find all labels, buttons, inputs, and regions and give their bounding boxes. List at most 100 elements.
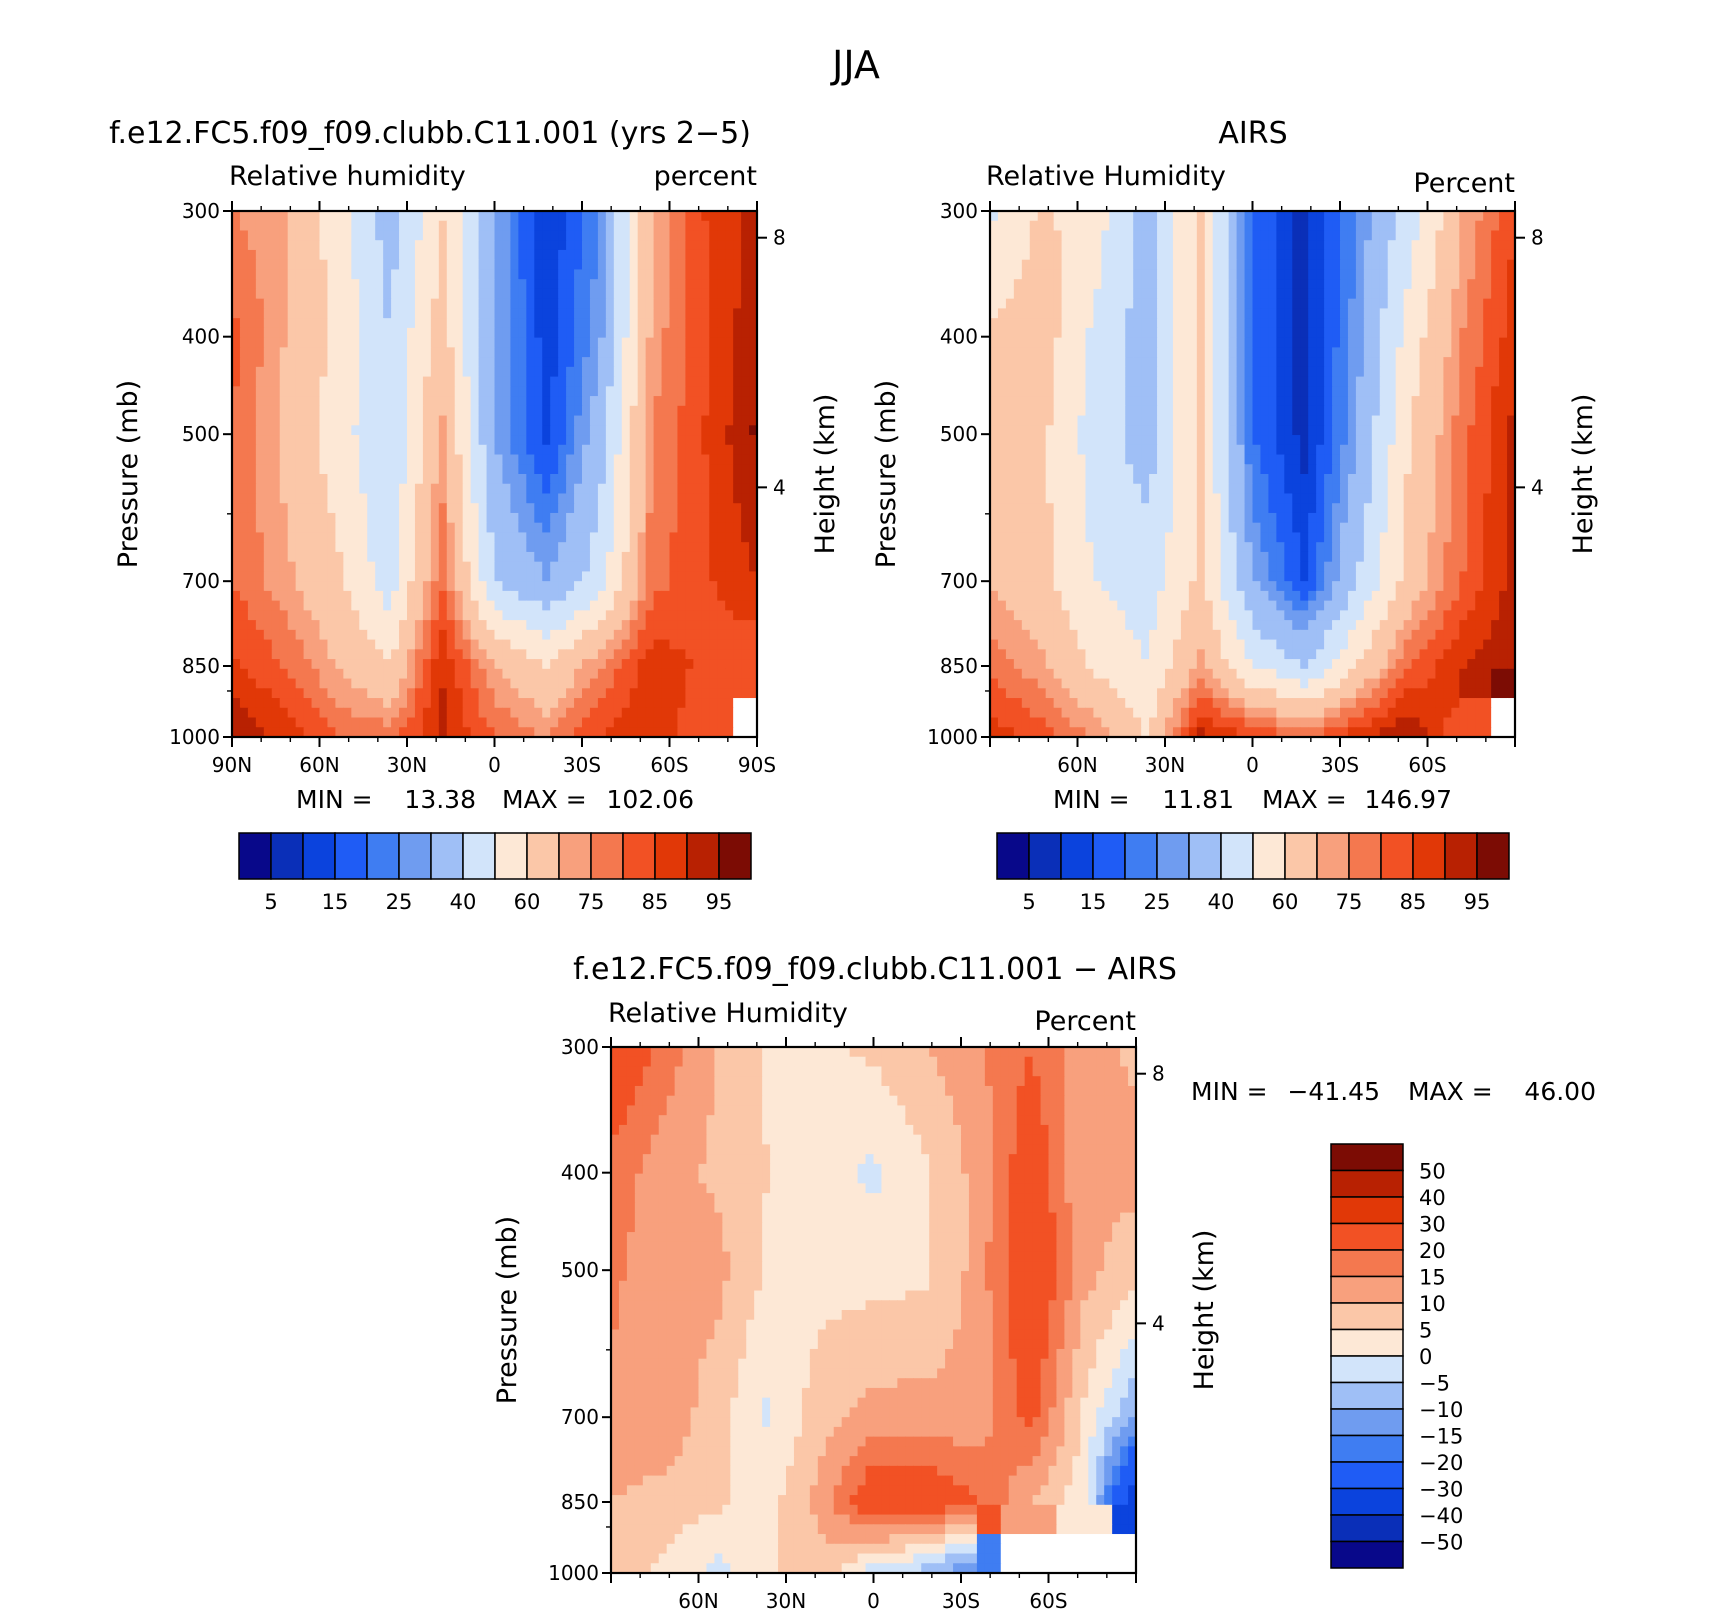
heatmap-cell <box>232 308 241 319</box>
heatmap-cell <box>1125 211 1134 222</box>
heatmap-cell <box>1308 288 1317 300</box>
heatmap-cell <box>534 707 543 719</box>
heatmap-cell <box>391 386 400 397</box>
heatmap-cell <box>677 610 686 621</box>
heatmap-cell <box>438 649 448 660</box>
heatmap-cell <box>1101 327 1110 339</box>
heatmap-cell <box>1435 318 1444 329</box>
heatmap-cell <box>454 347 464 358</box>
heatmap-cell <box>749 454 758 465</box>
heatmap-cell <box>990 308 999 319</box>
heatmap-cell <box>741 298 750 310</box>
heatmap-cell <box>359 327 368 339</box>
heatmap-cell <box>462 405 472 417</box>
heatmap-cell <box>613 600 623 611</box>
heatmap-cell <box>446 269 456 280</box>
heatmap-cell <box>414 542 424 553</box>
heatmap-cell <box>693 279 702 290</box>
heatmap-cell <box>232 425 241 436</box>
heatmap-cell <box>629 376 639 387</box>
heatmap-cell <box>462 396 472 407</box>
heatmap-cell <box>1085 211 1094 222</box>
heatmap-cell <box>1427 327 1437 339</box>
heatmap-cell <box>1149 347 1158 358</box>
heatmap-cell <box>733 318 742 329</box>
heatmap-cell <box>375 357 384 368</box>
heatmap-cell <box>375 649 384 660</box>
heatmap-cell <box>422 649 432 660</box>
heatmap-cell <box>990 347 999 358</box>
heatmap-cell <box>574 415 583 426</box>
heatmap-cell <box>391 259 400 271</box>
heatmap-cell <box>454 220 464 232</box>
heatmap-cell <box>701 366 710 378</box>
heatmap-cell <box>589 620 599 631</box>
heatmap-cell <box>478 542 488 553</box>
heatmap-cell <box>1379 327 1389 339</box>
heatmap-cell <box>685 659 694 670</box>
heatmap-cell <box>271 707 281 719</box>
plots-layer: f.e12.FC5.f09_f09.clubb.C11.001 (yrs 2−5… <box>109 116 1599 1613</box>
heatmap-cell <box>1308 298 1317 310</box>
heatmap-cell <box>534 571 543 582</box>
heatmap-cell <box>327 698 336 709</box>
heatmap-cell <box>510 659 519 670</box>
heatmap-cell <box>1117 357 1126 368</box>
heatmap-cell <box>1061 240 1071 251</box>
heatmap-cell <box>550 698 559 709</box>
heatmap-cell <box>1363 259 1373 271</box>
heatmap-cell <box>1165 279 1174 290</box>
heatmap-cell <box>494 376 504 387</box>
heatmap-cell <box>717 435 726 446</box>
heatmap-cell <box>414 493 424 504</box>
heatmap-cell <box>239 415 249 426</box>
heatmap-cell <box>605 240 615 251</box>
heatmap-cell <box>454 493 464 504</box>
heatmap-cell <box>430 279 440 290</box>
heatmap-cell <box>574 279 583 290</box>
heatmap-cell <box>446 620 456 631</box>
heatmap-cell <box>1133 288 1142 300</box>
heatmap-cell <box>407 522 416 534</box>
heatmap-cell <box>367 288 376 300</box>
heatmap-cell <box>1013 308 1023 319</box>
heatmap-cell <box>303 366 313 378</box>
heatmap-cell <box>621 590 631 602</box>
heatmap-cell <box>613 503 623 514</box>
heatmap-cell <box>597 288 607 300</box>
heatmap-cell <box>239 659 249 670</box>
heatmap-cell <box>693 327 702 339</box>
heatmap-cell <box>677 620 686 631</box>
heatmap-cell <box>486 629 496 641</box>
heatmap-cell <box>359 571 368 582</box>
heatmap-cell <box>1204 318 1214 329</box>
heatmap-cell <box>1005 366 1015 378</box>
heatmap-cell <box>1379 279 1389 290</box>
heatmap-cell <box>407 678 416 689</box>
heatmap-cell <box>383 211 392 222</box>
heatmap-cell <box>1228 357 1238 368</box>
heatmap-cell <box>247 318 257 329</box>
heatmap-cell <box>407 230 416 241</box>
heatmap-cell <box>685 230 694 241</box>
heatmap-cell <box>550 240 559 251</box>
heatmap-cell <box>582 474 591 485</box>
heatmap-cell <box>709 454 718 465</box>
heatmap-cell <box>359 610 368 621</box>
heatmap-cell <box>597 415 607 426</box>
heatmap-cell <box>677 337 686 348</box>
colorbar-box <box>302 832 336 880</box>
heatmap-cell <box>1435 259 1444 271</box>
heatmap-cell <box>343 327 352 339</box>
heatmap-cell <box>685 668 694 680</box>
heatmap-cell <box>319 240 329 251</box>
heatmap-cell <box>510 259 519 271</box>
heatmap-cell <box>1371 259 1381 271</box>
heatmap-cell <box>574 230 583 241</box>
heatmap-cell <box>239 542 249 553</box>
heatmap-cell <box>1387 376 1397 387</box>
heatmap-cell <box>566 288 575 300</box>
heatmap-cell <box>438 405 448 417</box>
heatmap-cell <box>1427 240 1437 251</box>
heatmap-cell <box>566 376 575 387</box>
